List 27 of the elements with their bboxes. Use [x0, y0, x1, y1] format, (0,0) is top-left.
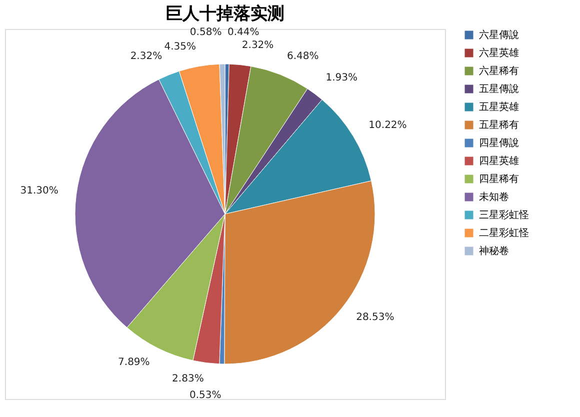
data-label: 7.89% — [118, 357, 150, 368]
legend-label: 未知卷 — [479, 191, 509, 203]
legend-label: 二星彩虹怪 — [479, 227, 529, 239]
data-label: 0.53% — [189, 390, 222, 401]
data-label: 0.44% — [227, 27, 260, 38]
legend-label: 四星稀有 — [479, 173, 519, 185]
legend-label: 六星稀有 — [479, 65, 519, 77]
legend-label: 五星稀有 — [479, 119, 519, 131]
data-label: 0.58% — [190, 27, 222, 38]
data-label: 2.83% — [172, 374, 204, 385]
data-label: 4.35% — [164, 42, 196, 53]
data-label: 10.22% — [368, 120, 407, 131]
data-label: 2.32% — [130, 51, 162, 62]
legend-label: 三星彩虹怪 — [479, 209, 529, 221]
data-label: 31.30% — [20, 186, 58, 197]
data-label: 2.32% — [242, 40, 274, 51]
legend-label: 六星英雄 — [479, 47, 519, 59]
legend-label: 神秘卷 — [479, 245, 509, 257]
chart-title: 巨人十掉落实测 — [166, 4, 284, 24]
legend-label: 四星英雄 — [479, 155, 519, 167]
legend-label: 五星英雄 — [479, 101, 519, 113]
legend-label: 四星傳說 — [479, 137, 519, 149]
legend-label: 六星傳說 — [479, 29, 519, 41]
data-label: 6.48% — [287, 50, 319, 62]
data-label: 28.53% — [356, 312, 394, 324]
data-label: 1.93% — [326, 72, 358, 84]
legend-label: 五星傳說 — [479, 83, 519, 95]
